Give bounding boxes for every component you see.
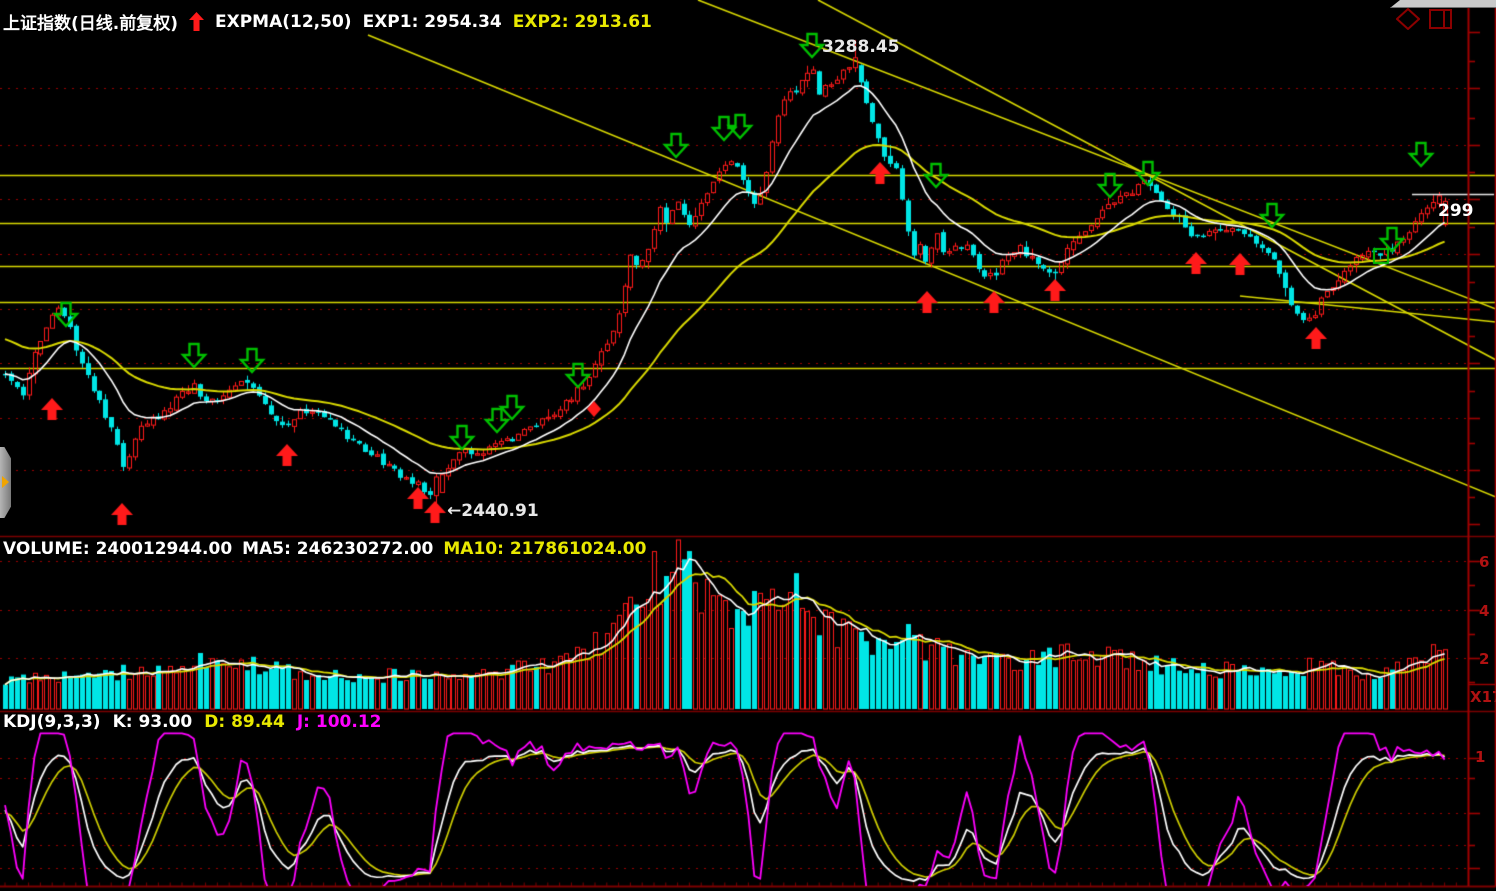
symbol-title: 上证指数(日线.前复权) xyxy=(3,14,178,34)
window-restore-icon[interactable] xyxy=(1428,7,1454,31)
volume-axis-label-4: 4 xyxy=(1479,602,1490,620)
volume-axis-label-6: 6 xyxy=(1479,553,1490,571)
peak-price-label: 3288.45 xyxy=(822,37,900,57)
kdj-header: KDJ(9,3,3) K: 93.00 D: 89.44 J: 100.12 xyxy=(3,712,382,732)
exp2-value: EXP2: 2913.61 xyxy=(512,11,652,32)
main-header: 上证指数(日线.前复权) EXPMA(12,50) EXP1: 2954.34 … xyxy=(3,9,652,35)
window-edge-strip xyxy=(1390,0,1496,8)
diamond-icon[interactable] xyxy=(1396,8,1420,30)
kdj-j-value: J: 100.12 xyxy=(296,712,382,732)
volume-value: VOLUME: 240012944.00 xyxy=(3,539,233,559)
volume-axis-label-2: 2 xyxy=(1479,650,1490,668)
volume-axis-multiplier: X17 xyxy=(1470,688,1496,706)
kdj-axis-label: 1 xyxy=(1475,748,1486,766)
kdj-d-value: D: 89.44 xyxy=(204,712,285,732)
trough-price-label: ←2440.91 xyxy=(447,501,539,521)
indicator-name: EXPMA(12,50) xyxy=(215,11,352,32)
sidebar-expand-handle[interactable] xyxy=(0,447,11,518)
kdj-indicator-name: KDJ(9,3,3) xyxy=(3,712,101,732)
volume-header: VOLUME: 240012944.00 MA5: 246230272.00 M… xyxy=(3,539,646,559)
last-price-label: 299 xyxy=(1438,201,1474,221)
up-arrow-icon xyxy=(189,12,204,31)
exp1-value: EXP1: 2954.34 xyxy=(362,11,502,32)
kdj-k-value: K: 93.00 xyxy=(112,712,193,732)
volume-ma10-value: MA10: 217861024.00 xyxy=(443,539,647,559)
expand-triangle-icon xyxy=(2,476,9,488)
volume-ma5-value: MA5: 246230272.00 xyxy=(242,539,434,559)
